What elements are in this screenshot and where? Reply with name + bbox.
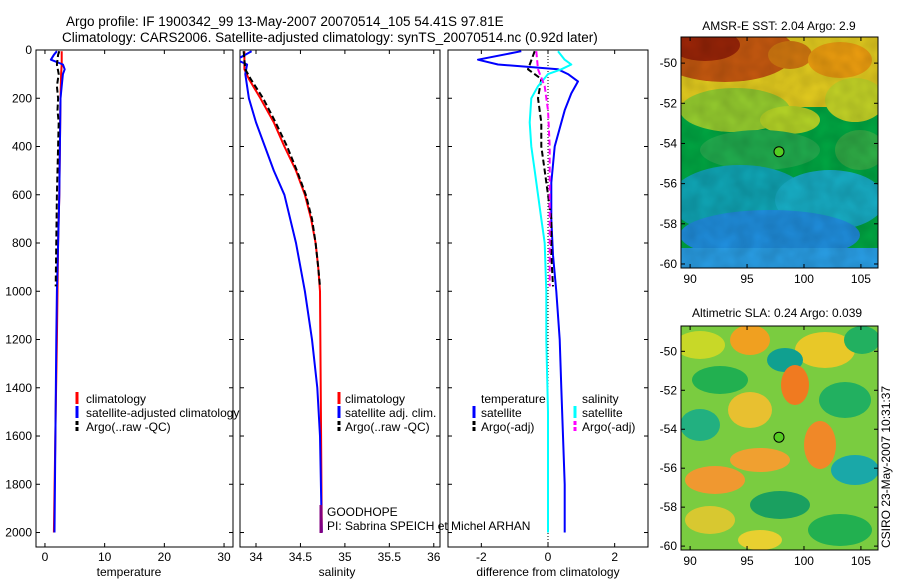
y-tick-label: 1800 bbox=[5, 477, 32, 491]
y-tick-label: -58 bbox=[660, 217, 678, 231]
sla-map-ticks: 90 95 100 105 -50 -52 -54 -56 -58 -60 bbox=[660, 326, 878, 568]
legend-header-temperature: temperature bbox=[481, 392, 546, 406]
legend-label-temp-satellite: satellite bbox=[481, 406, 522, 420]
temperature-lines bbox=[49, 50, 66, 533]
y-tick-label: 1600 bbox=[5, 429, 32, 443]
temperature-ticks: 0 10 20 30 0 200 400 600 800 1000 1200 1400 1600 1800… bbox=[5, 43, 233, 564]
salinity-axes-frame bbox=[239, 49, 441, 548]
y-tick-label: 800 bbox=[12, 236, 32, 250]
legend-label-climatology: climatology bbox=[86, 392, 146, 406]
y-tick-label: 0 bbox=[25, 43, 32, 57]
x-tick-label: 36 bbox=[427, 550, 441, 564]
x-tick-label: 34 bbox=[249, 550, 263, 564]
x-tick-label: -2 bbox=[476, 550, 487, 564]
legend-label-argo: Argo(..raw -QC) bbox=[345, 420, 430, 434]
y-tick-label: -50 bbox=[660, 344, 678, 358]
series-line bbox=[528, 50, 573, 533]
x-tick-label: 0 bbox=[42, 550, 49, 564]
y-tick-label: -52 bbox=[660, 383, 678, 397]
x-tick-label: 0 bbox=[545, 550, 552, 564]
legend-label-satellite: satellite adj. clim. bbox=[345, 406, 436, 420]
legend-label-sal-argo: Argo(-adj) bbox=[582, 420, 635, 434]
y-tick-label: 1200 bbox=[5, 333, 32, 347]
series-line bbox=[477, 50, 579, 533]
x-tick-label: 90 bbox=[683, 272, 697, 286]
series-line bbox=[240, 50, 323, 533]
y-tick-label: 200 bbox=[12, 91, 32, 105]
salinity-xlabel: salinity bbox=[319, 565, 356, 579]
x-tick-label: 35 bbox=[338, 550, 352, 564]
series-line bbox=[535, 51, 551, 287]
x-tick-label: 35.5 bbox=[378, 550, 402, 564]
legend-label-sal-satellite: satellite bbox=[582, 406, 623, 420]
difference-panel: -2 0 2 difference from climatology tempera… bbox=[447, 49, 649, 579]
x-tick-label: 30 bbox=[217, 550, 231, 564]
y-tick-label: 1400 bbox=[5, 381, 32, 395]
legend-label-satellite: satellite-adjusted climatology bbox=[86, 406, 239, 420]
sst-map-title: AMSR-E SST: 2.04 Argo: 2.9 bbox=[702, 19, 856, 33]
y-tick-label: -56 bbox=[660, 461, 678, 475]
sla-map-panel: Altimetric SLA: 0.24 Argo: 0.039 90 95 100… bbox=[660, 306, 879, 568]
x-tick-label: 105 bbox=[851, 272, 871, 286]
x-tick-label: 95 bbox=[740, 272, 754, 286]
figure-title-line2: Climatology: CARS2006. Satellite-adjuste… bbox=[62, 30, 598, 45]
y-tick-label: 2000 bbox=[5, 526, 32, 540]
salinity-panel: 34 34.5 35 35.5 36 salinity climatology sate… bbox=[239, 49, 530, 579]
x-tick-label: 20 bbox=[158, 550, 172, 564]
sla-map-frame bbox=[680, 325, 879, 551]
sst-map-panel: AMSR-E SST: 2.04 Argo: 2.9 90 95 100 105 -50… bbox=[660, 19, 879, 286]
temperature-xlabel: temperature bbox=[97, 565, 162, 579]
y-tick-label: 1000 bbox=[5, 284, 32, 298]
float-position-marker bbox=[773, 146, 785, 158]
salinity-legend: climatology satellite adj. clim. Argo(..… bbox=[337, 392, 436, 434]
difference-ticks: -2 0 2 bbox=[448, 49, 648, 564]
x-tick-label: 95 bbox=[740, 554, 754, 568]
y-tick-label: -56 bbox=[660, 177, 678, 191]
x-tick-label: 2 bbox=[611, 550, 618, 564]
sst-map-image bbox=[681, 37, 878, 268]
y-tick-label: -60 bbox=[660, 539, 678, 553]
legend-header-salinity: salinity bbox=[582, 392, 619, 406]
y-tick-label: -54 bbox=[660, 136, 678, 150]
temperature-axes-frame bbox=[35, 49, 234, 548]
temperature-legend: climatology satellite-adjusted climatolo… bbox=[75, 392, 239, 434]
y-tick-label: 400 bbox=[12, 140, 32, 154]
project-label: GOODHOPE bbox=[327, 505, 398, 519]
y-tick-label: -50 bbox=[660, 56, 678, 70]
legend-label-temp-argo: Argo(-adj) bbox=[481, 420, 534, 434]
float-position-marker bbox=[773, 431, 785, 443]
sst-map-ticks: 90 95 100 105 -50 -52 -54 -56 -58 -60 bbox=[660, 37, 878, 286]
series-line bbox=[242, 51, 321, 287]
series-line bbox=[54, 50, 61, 287]
legend-label-climatology: climatology bbox=[345, 392, 405, 406]
figure-title-line1: Argo profile: IF 1900342_99 13-May-2007 … bbox=[66, 14, 504, 29]
watermark-text: CSIRO 23-May-2007 10:31:37 bbox=[879, 386, 893, 548]
legend-label-argo: Argo(..raw -QC) bbox=[86, 420, 171, 434]
x-tick-label: 10 bbox=[98, 550, 112, 564]
sst-map-frame bbox=[680, 36, 879, 269]
x-tick-label: 105 bbox=[851, 554, 871, 568]
difference-lines bbox=[477, 50, 579, 533]
y-tick-label: -60 bbox=[660, 257, 678, 271]
x-tick-label: 100 bbox=[794, 554, 814, 568]
sla-map-title: Altimetric SLA: 0.24 Argo: 0.039 bbox=[692, 306, 862, 320]
difference-legend: temperature satellite Argo(-adj) salinit… bbox=[472, 392, 635, 434]
y-tick-label: -58 bbox=[660, 500, 678, 514]
salinity-ticks: 34 34.5 35 35.5 36 bbox=[240, 49, 441, 564]
x-tick-label: 100 bbox=[794, 272, 814, 286]
y-tick-label: -52 bbox=[660, 96, 678, 110]
x-tick-label: 90 bbox=[683, 554, 697, 568]
pi-label: PI: Sabrina SPEICH et Michel ARHAN bbox=[327, 519, 530, 533]
temperature-panel: 0 10 20 30 0 200 400 600 800 1000 1200 1400 1600 1800… bbox=[5, 43, 239, 579]
salinity-lines bbox=[240, 50, 323, 533]
y-tick-label: 600 bbox=[12, 188, 32, 202]
series-line bbox=[527, 50, 554, 287]
difference-xlabel: difference from climatology bbox=[476, 565, 619, 579]
series-line bbox=[49, 50, 66, 533]
y-tick-label: -54 bbox=[660, 422, 678, 436]
x-tick-label: 34.5 bbox=[289, 550, 313, 564]
